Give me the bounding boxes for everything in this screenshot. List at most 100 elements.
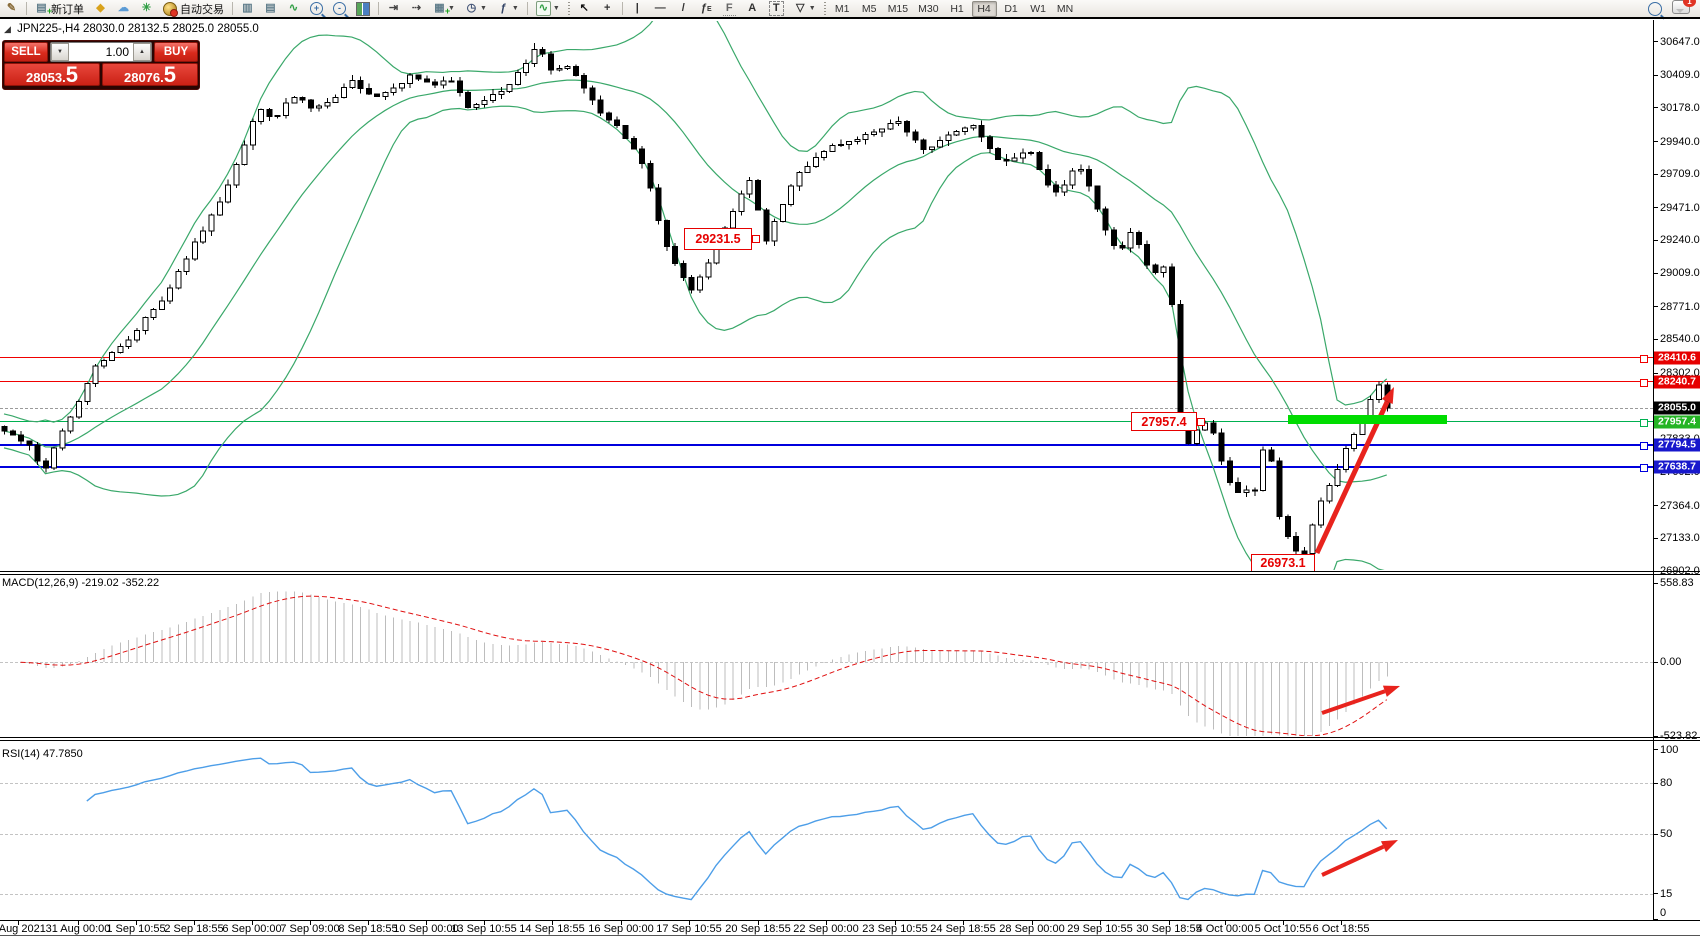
price-tick: [1654, 107, 1658, 109]
price-callout-26973.1[interactable]: 26973.1: [1251, 554, 1315, 572]
time-tick-label: 8 Sep 18:55: [338, 923, 398, 935]
price-callout-27957.4[interactable]: 27957.4: [1131, 412, 1197, 431]
toolbar-grip[interactable]: [567, 2, 570, 15]
price-tick-label: 30647.0: [1660, 35, 1700, 48]
trendline-tool[interactable]: /: [673, 0, 694, 17]
support-line-1-handle[interactable]: [1640, 441, 1648, 450]
edit-symbol-icon[interactable]: ✎: [1, 0, 22, 17]
macd-tick-label: 0.00: [1660, 656, 1682, 668]
price-tick-label: 29709.0: [1660, 168, 1700, 181]
rsi-tick-label: 0: [1660, 907, 1667, 919]
cursor-tool-glyph: ↖: [579, 2, 589, 14]
hline-tool[interactable]: —: [650, 0, 671, 17]
depth-of-market-icon[interactable]: ◆: [90, 0, 111, 17]
edit-symbol-icon-glyph: ✎: [6, 2, 17, 14]
text-tool[interactable]: A: [742, 0, 763, 17]
panel-splitter[interactable]: [0, 740, 1700, 741]
fibo-tool[interactable]: ƒE: [696, 0, 717, 17]
price-tick-label: 29471.0: [1660, 201, 1700, 214]
timeframe-button-m30[interactable]: M30: [918, 2, 939, 15]
buy-price[interactable]: 28076. 5: [102, 63, 198, 86]
time-tick: [252, 921, 253, 925]
pivot-line[interactable]: [0, 421, 1653, 423]
price-tick-label: 29240.0: [1660, 234, 1700, 247]
volume-input[interactable]: [69, 43, 133, 61]
price-tick: [1654, 272, 1658, 274]
price-tick-label: 29009.0: [1660, 267, 1700, 280]
chart-title: ◢ JPN225-,H4 28030.0 28132.5 28025.0 280…: [4, 23, 259, 35]
timeframe-button-m5[interactable]: M5: [861, 2, 877, 15]
crosshair-tool[interactable]: +: [597, 0, 618, 17]
timeframe-button-mn[interactable]: MN: [1056, 2, 1074, 15]
text-tool-glyph: A: [748, 2, 757, 14]
vline-tool[interactable]: |: [627, 0, 648, 17]
panel-splitter[interactable]: [0, 737, 1700, 738]
volume-stepper: ▼ ▲: [50, 42, 152, 62]
cursor-tool[interactable]: ↖: [574, 0, 595, 17]
tile-windows-icon[interactable]: [352, 0, 374, 17]
candlestick-series: [1, 42, 1391, 561]
volume-increase-button[interactable]: ▲: [133, 43, 151, 61]
volume-decrease-button[interactable]: ▼: [51, 43, 69, 61]
autotrading-button[interactable]: 自动交易: [159, 0, 228, 17]
search-icon[interactable]: [1648, 1, 1662, 16]
chart-shift-button-glyph: ⇥: [388, 2, 399, 14]
zoom-out-button[interactable]: -: [329, 0, 350, 17]
timeframe-button-d1[interactable]: D1: [1004, 2, 1018, 15]
toolbar-grip[interactable]: [823, 2, 826, 15]
price-callout-29231.5[interactable]: 29231.5: [684, 228, 752, 250]
highlight-trendline-segment[interactable]: [1288, 415, 1447, 424]
shapes-tool[interactable]: ▽ ▼: [790, 0, 820, 17]
timeframe-button-m15[interactable]: M15: [887, 2, 909, 15]
auto-scroll-button[interactable]: ⇢: [406, 0, 427, 17]
time-tick: [484, 921, 485, 925]
timeframe-button-w1[interactable]: W1: [1030, 2, 1046, 15]
rsi-tick: [1654, 748, 1658, 750]
market-watch-icon[interactable]: ▥: [237, 0, 258, 17]
time-tick: [758, 921, 759, 925]
new-chart-button[interactable]: ▦ + ▼: [429, 0, 459, 17]
cloud-icon[interactable]: ☁: [113, 0, 134, 17]
callout-handle[interactable]: [1197, 417, 1205, 426]
indicators-button[interactable]: ƒ ▼: [493, 0, 523, 17]
navigator-icon[interactable]: ∿: [283, 0, 304, 17]
price-tick-label: 29940.0: [1660, 135, 1700, 148]
toolbar-separator: [621, 2, 623, 15]
new-order-button[interactable]: ▤ + 新订单: [31, 0, 88, 17]
support-line-2[interactable]: [0, 465, 1653, 468]
chart-type-button[interactable]: ∿ ▼: [532, 0, 564, 17]
pivot-line-handle[interactable]: [1640, 418, 1648, 427]
zoom-in-button[interactable]: +: [306, 0, 327, 17]
time-axis[interactable]: [0, 921, 1700, 936]
panel-splitter[interactable]: [0, 574, 1700, 575]
timeframe-button-h4[interactable]: H4: [971, 0, 997, 17]
timeframe-button-m1[interactable]: M1: [834, 2, 850, 15]
period-button[interactable]: ◷ ▼: [461, 0, 491, 17]
signal-icon[interactable]: ✳: [136, 0, 157, 17]
time-tick-label: 20 Sep 18:55: [725, 923, 791, 935]
sell-button[interactable]: SELL: [4, 42, 48, 62]
buy-button[interactable]: BUY: [154, 42, 198, 62]
sell-price[interactable]: 28053. 5: [4, 63, 100, 86]
dropdown-arrow-icon: ▼: [448, 5, 455, 12]
resistance-line-1-handle[interactable]: [1640, 354, 1648, 363]
data-window-icon[interactable]: ▤: [260, 0, 281, 17]
support-line-1[interactable]: [0, 443, 1653, 446]
panel-splitter[interactable]: [0, 571, 1700, 572]
chart-shift-button[interactable]: ⇥: [383, 0, 404, 17]
support-line-2-handle[interactable]: [1640, 463, 1648, 472]
callout-handle[interactable]: [752, 235, 760, 243]
resistance-line-2[interactable]: [0, 381, 1653, 383]
period-button-glyph: ◷: [466, 2, 477, 14]
notifications-button[interactable]: 1: [1672, 0, 1696, 17]
main-toolbar: ✎ ▤ + 新订单 ◆ ☁ ✳ 自动交易 ▥ ▤ ∿ + - ⇥ ⇢ ▦ + ▼ ◷ ▼ ƒ ▼ ∿ ▼ ↖ + | — / ƒE F A T ▽…: [0, 0, 1700, 17]
fibo-channel-tool[interactable]: F: [719, 0, 740, 17]
timeframe-button-h1[interactable]: H1: [950, 2, 964, 15]
price-tick: [1654, 173, 1658, 175]
resistance-line-1[interactable]: [0, 357, 1653, 359]
chart-title-arrow-icon: ◢: [4, 24, 11, 34]
label-tool[interactable]: T: [765, 0, 788, 17]
macd-tick: [1654, 735, 1658, 737]
resistance-line-2-handle[interactable]: [1640, 378, 1648, 387]
